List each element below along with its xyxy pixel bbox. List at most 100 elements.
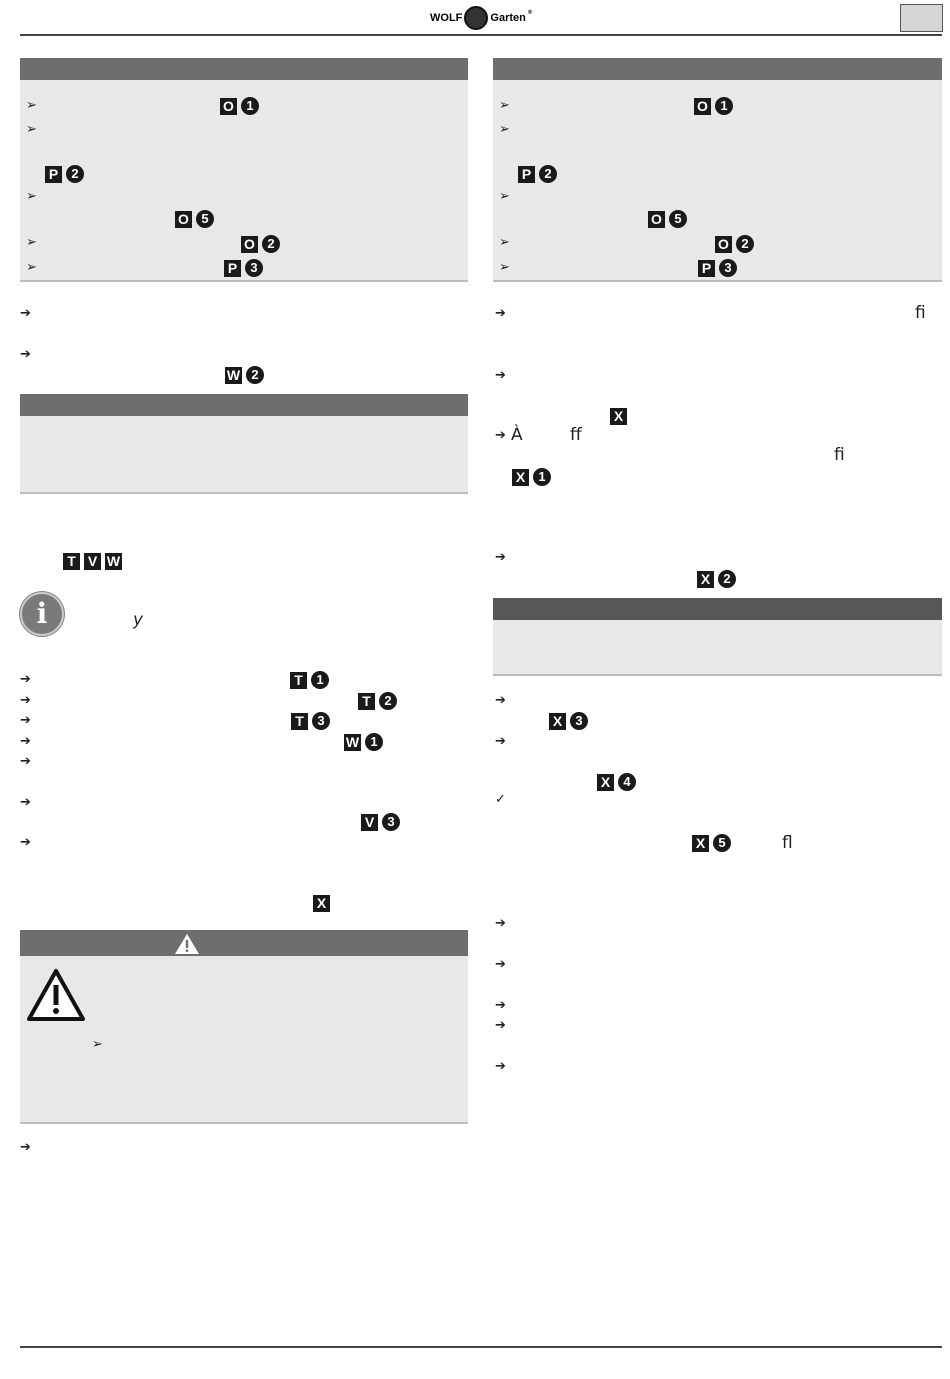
ref-number: 2 (262, 235, 280, 253)
box-header-bar (493, 598, 942, 620)
box-header-bar (20, 394, 468, 416)
ref-letter: T (290, 671, 307, 689)
ref-number: 2 (718, 570, 736, 588)
arrow-icon: ➔ (495, 998, 506, 1013)
ref-number: 2 (246, 366, 264, 384)
arrowhead-icon: ➢ (499, 98, 510, 113)
logo-registered: ® (527, 10, 533, 16)
ref-number: 3 (382, 813, 400, 831)
ref-letter: X (610, 407, 627, 425)
arrow-icon: ➔ (20, 734, 31, 749)
warning-box (20, 930, 468, 1124)
ref-letter: V (361, 813, 378, 831)
ref-letter: T (291, 712, 308, 730)
ref-letter: P (698, 259, 715, 277)
arrow-icon: ➔ (20, 713, 31, 728)
stray-glyph-fl: fl (782, 833, 793, 853)
wolf-head-icon (464, 6, 489, 30)
arrow-icon: ➔ (495, 1059, 506, 1074)
warning-triangle-icon (27, 969, 85, 1021)
left-note-box (20, 394, 468, 494)
arrowhead-icon: ➢ (26, 235, 37, 250)
arrow-icon: ➔ (495, 428, 506, 443)
arrow-icon: ➔ (20, 672, 31, 687)
ref-number: 3 (312, 712, 330, 730)
arrow-icon: ➔ (495, 957, 506, 972)
arrow-icon: ➔ (20, 306, 31, 321)
ref-number: 1 (533, 468, 551, 486)
box-header-bar (493, 58, 942, 80)
ref-letter: O (241, 235, 258, 253)
ref-letter: P (518, 165, 535, 183)
warning-small-icon (175, 934, 199, 954)
ref-number: 2 (736, 235, 754, 253)
ref-number: 1 (311, 671, 329, 689)
ref-letter: X (597, 773, 614, 791)
language-tab (900, 4, 943, 32)
ref-letter: W (105, 552, 122, 570)
ref-letter: W (344, 733, 361, 751)
arrow-icon: ➔ (20, 754, 31, 769)
ref-letter: X (549, 712, 566, 730)
stray-glyph-fi: fi (834, 445, 845, 465)
stray-glyph-y: y (133, 610, 144, 630)
arrow-icon: ➔ (20, 795, 31, 810)
arrow-icon: ➔ (495, 1018, 506, 1033)
ref-letter: O (175, 210, 192, 228)
ref-letter: X (697, 570, 714, 588)
arrow-icon: ➔ (20, 693, 31, 708)
footer-rule (20, 1346, 942, 1348)
arrowhead-icon: ➢ (499, 122, 510, 137)
ref-letter: O (715, 235, 732, 253)
arrow-icon: ➔ (20, 835, 31, 850)
ref-number: 2 (66, 165, 84, 183)
arrow-icon: ➔ (20, 347, 31, 362)
ref-number: 4 (618, 773, 636, 791)
ref-number: 1 (241, 97, 259, 115)
arrowhead-icon: ➢ (26, 260, 37, 275)
warning-header-bar (20, 930, 468, 956)
ref-number: 5 (196, 210, 214, 228)
check-icon: ✓ (495, 792, 506, 807)
ref-letter: X (512, 468, 529, 486)
ref-badge-X: X (313, 894, 330, 912)
ref-number: 5 (713, 834, 731, 852)
arrowhead-icon: ➢ (92, 1037, 103, 1052)
brand-logo: WOLF Garten ® (430, 4, 532, 32)
ref-letter: W (225, 366, 242, 384)
arrow-icon: ➔ (495, 693, 506, 708)
ref-letter: O (220, 97, 237, 115)
ref-letter: X (692, 834, 709, 852)
stray-glyph-fi: fi (915, 303, 926, 323)
arrowhead-icon: ➢ (26, 98, 37, 113)
ref-number: 3 (245, 259, 263, 277)
ref-badge-X: X (610, 407, 627, 425)
ref-letter: P (45, 165, 62, 183)
header-rule (20, 34, 942, 36)
ref-number: 5 (669, 210, 687, 228)
ref-number: 3 (719, 259, 737, 277)
ref-number: 3 (570, 712, 588, 730)
arrow-icon: ➔ (495, 916, 506, 931)
logo-text-wolf: WOLF (430, 12, 463, 24)
arrow-icon: ➔ (495, 734, 506, 749)
box-header-bar (20, 58, 468, 80)
arrowhead-icon: ➢ (499, 189, 510, 204)
